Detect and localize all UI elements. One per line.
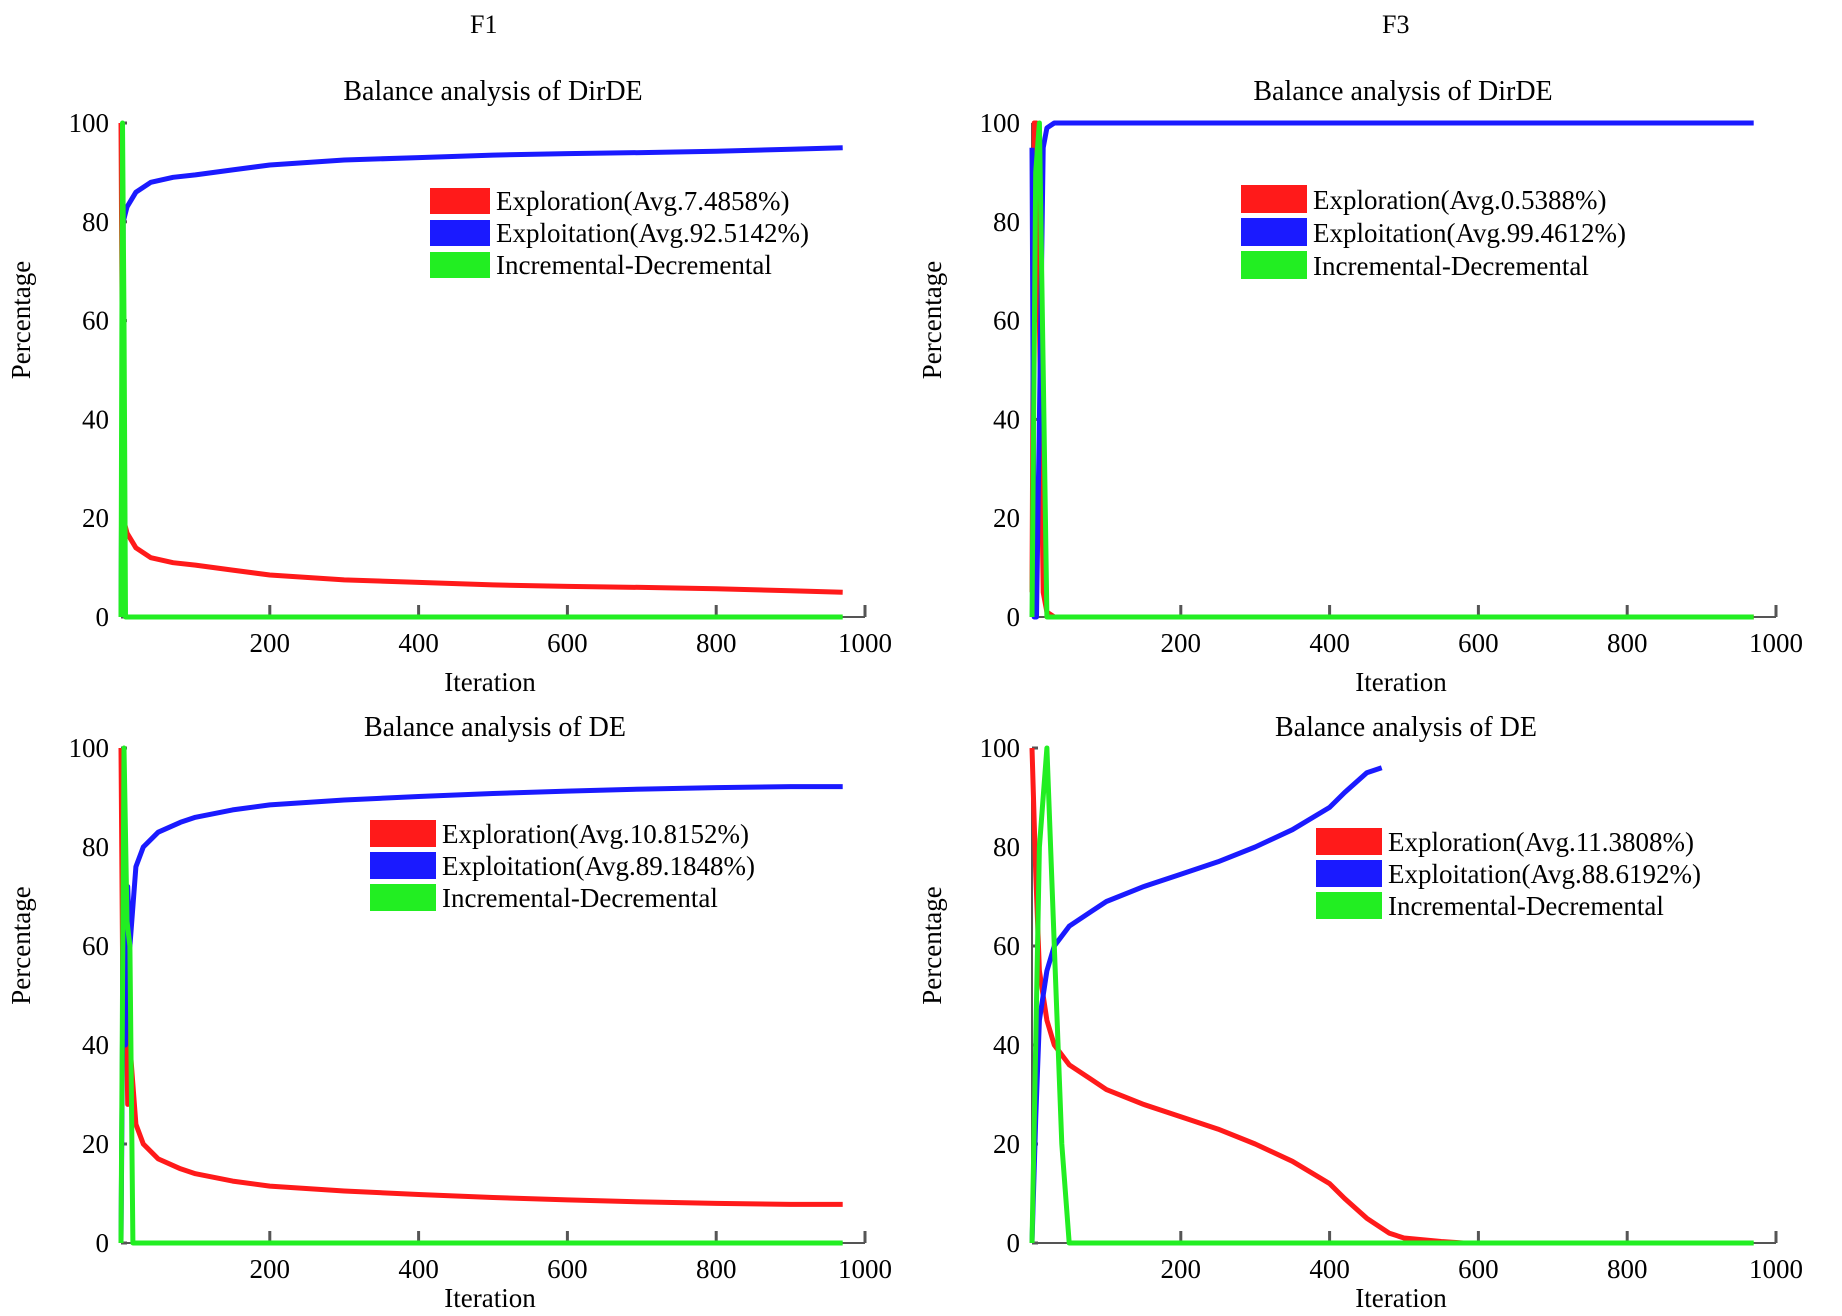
x-tick-label: 1000 (838, 628, 892, 658)
y-tick-label: 0 (1007, 602, 1021, 632)
y-axis-label: Percentage (917, 261, 947, 379)
x-tick-label: 200 (1161, 628, 1202, 658)
y-tick-label: 60 (82, 306, 109, 336)
x-tick-label: 600 (547, 628, 588, 658)
y-tick-label: 80 (82, 207, 109, 237)
x-tick-label: 800 (696, 628, 737, 658)
legend-label-incdec: Incremental-Decremental (1313, 251, 1589, 281)
chart-f3-dirde: Balance analysis of DirDE 0 20 40 60 80 100 200… (917, 76, 1803, 697)
series-line-incdec (118, 745, 843, 1246)
y-tick-label: 0 (1007, 1228, 1021, 1258)
legend-swatch-exploration (370, 820, 436, 847)
y-tick-label: 40 (82, 404, 109, 434)
x-tick-label: 400 (398, 1254, 439, 1284)
legend-swatch-incdec (370, 884, 436, 911)
y-tick-label: 20 (993, 1129, 1020, 1159)
legend-swatch-incdec (430, 252, 490, 278)
y-tick-label: 80 (993, 832, 1020, 862)
y-tick-label: 0 (96, 1228, 110, 1258)
legend-label-exploitation: Exploitation(Avg.92.5142%) (496, 218, 809, 248)
legend-label-incdec: Incremental-Decremental (496, 250, 772, 280)
x-axis-label: Iteration (444, 1283, 536, 1313)
y-tick-label: 20 (82, 503, 109, 533)
x-axis-label: Iteration (444, 667, 536, 697)
legend-label-exploration: Exploration(Avg.10.8152%) (442, 819, 749, 849)
legend-swatch-incdec (1241, 251, 1307, 279)
y-axis-label: Percentage (6, 261, 36, 379)
y-tick-label: 20 (993, 503, 1020, 533)
y-tick-label: 100 (980, 108, 1021, 138)
legend-swatch-exploitation (1241, 218, 1307, 246)
x-axis-label: Iteration (1355, 667, 1447, 697)
legend-swatch-exploration (430, 188, 490, 214)
y-tick-label: 100 (980, 733, 1021, 763)
y-axis-label: Percentage (917, 886, 947, 1004)
series-line-incdec (1029, 745, 1754, 1246)
series-line-exploitation (1029, 765, 1383, 1244)
x-tick-label: 200 (250, 1254, 291, 1284)
x-tick-label: 400 (398, 628, 439, 658)
legend-label-exploitation: Exploitation(Avg.89.1848%) (442, 851, 755, 881)
y-tick-label: 40 (993, 404, 1020, 434)
y-tick-label: 20 (82, 1129, 109, 1159)
legend-label-incdec: Incremental-Decremental (442, 883, 718, 913)
legend-swatch-exploitation (370, 852, 436, 879)
series-line-incdec (118, 120, 843, 620)
y-tick-label: 60 (82, 931, 109, 961)
chart-title: Balance analysis of DirDE (1253, 76, 1552, 107)
chart-title: Balance analysis of DE (1275, 712, 1537, 743)
legend-label-exploration: Exploration(Avg.11.3808%) (1388, 827, 1694, 857)
legend-label-exploitation: Exploitation(Avg.99.4612%) (1313, 218, 1626, 248)
legend-label-exploration: Exploration(Avg.0.5388%) (1313, 185, 1606, 215)
y-tick-label: 60 (993, 931, 1020, 961)
series-line-exploitation (118, 145, 843, 618)
x-tick-label: 600 (1458, 1254, 1499, 1284)
x-axis-label: Iteration (1355, 1283, 1447, 1313)
chart-title: Balance analysis of DE (364, 712, 626, 743)
x-tick-label: 600 (547, 1254, 588, 1284)
y-tick-label: 80 (993, 207, 1020, 237)
x-tick-label: 800 (1607, 628, 1648, 658)
legend-swatch-incdec (1316, 892, 1382, 919)
legend-label-exploitation: Exploitation(Avg.88.6192%) (1388, 859, 1701, 889)
y-tick-label: 40 (82, 1030, 109, 1060)
series-line-exploration (1029, 747, 1464, 1246)
chart-f1-de: Balance analysis of DE 0 20 40 60 80 100 200 400… (6, 712, 892, 1313)
y-tick-label: 80 (82, 832, 109, 862)
chart-title: Balance analysis of DirDE (343, 76, 642, 107)
x-tick-label: 200 (250, 628, 291, 658)
chart-f1-dirde: Balance analysis of DirDE 0 20 40 60 80 100 200… (6, 76, 892, 697)
series-line-exploration (118, 747, 843, 1207)
legend-label-exploration: Exploration(Avg.7.4858%) (496, 186, 789, 216)
legend-label-incdec: Incremental-Decremental (1388, 891, 1664, 921)
x-tick-label: 1000 (838, 1254, 892, 1284)
x-tick-label: 400 (1309, 1254, 1350, 1284)
x-tick-label: 800 (1607, 1254, 1648, 1284)
x-tick-label: 1000 (1749, 628, 1803, 658)
y-tick-label: 100 (69, 108, 110, 138)
y-tick-label: 0 (96, 602, 110, 632)
x-tick-label: 600 (1458, 628, 1499, 658)
y-tick-label: 60 (993, 306, 1020, 336)
series-line-incdec (1029, 120, 1754, 620)
legend-swatch-exploitation (1316, 860, 1382, 887)
legend-swatch-exploitation (430, 220, 490, 246)
chart-f3-de: Balance analysis of DE 0 20 40 60 80 100 200 400… (917, 712, 1803, 1313)
legend-swatch-exploration (1316, 828, 1382, 855)
x-tick-label: 1000 (1749, 1254, 1803, 1284)
column-title-f1: F1 (470, 10, 498, 39)
column-title-f3: F3 (1382, 10, 1410, 39)
legend-swatch-exploration (1241, 185, 1307, 213)
y-tick-label: 100 (69, 733, 110, 763)
x-tick-label: 800 (696, 1254, 737, 1284)
series-line-exploration (118, 122, 843, 595)
y-tick-label: 40 (993, 1030, 1020, 1060)
x-tick-label: 400 (1309, 628, 1350, 658)
y-axis-label: Percentage (6, 886, 36, 1004)
x-tick-label: 200 (1161, 1254, 1202, 1284)
